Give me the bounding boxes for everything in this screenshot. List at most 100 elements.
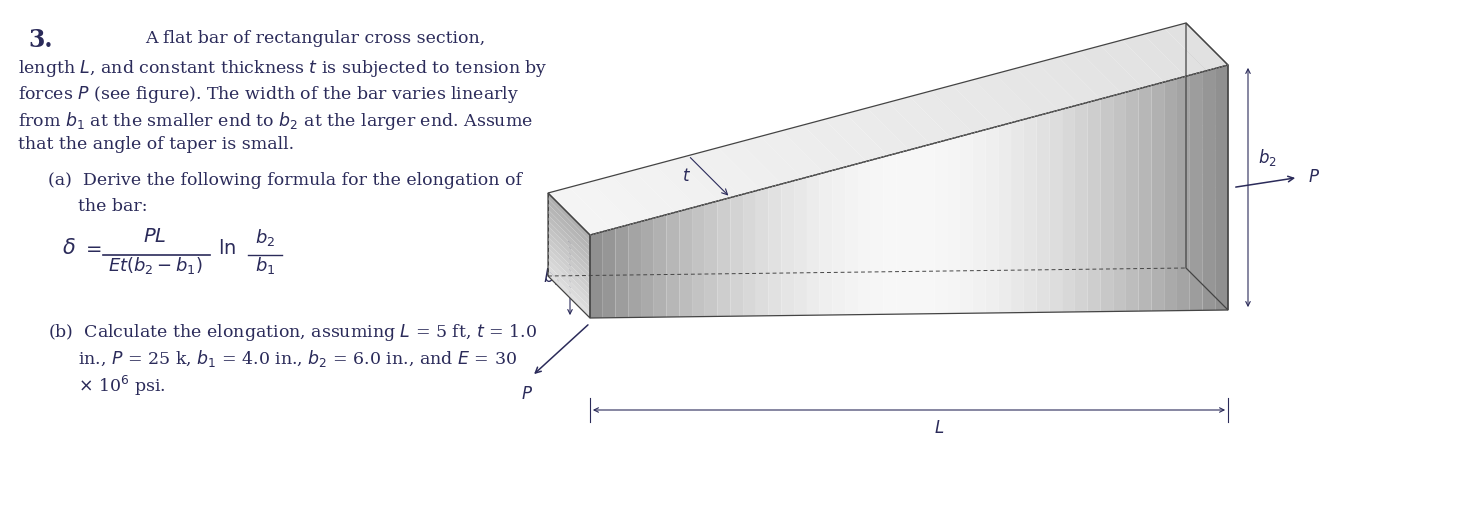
Polygon shape bbox=[705, 201, 718, 317]
Polygon shape bbox=[549, 220, 589, 268]
Polygon shape bbox=[1015, 63, 1080, 110]
Polygon shape bbox=[1113, 92, 1126, 312]
Polygon shape bbox=[896, 150, 909, 314]
Polygon shape bbox=[973, 74, 1036, 122]
Polygon shape bbox=[731, 194, 743, 316]
Text: 3.: 3. bbox=[28, 28, 53, 52]
Polygon shape bbox=[633, 165, 696, 212]
Polygon shape bbox=[1186, 47, 1228, 102]
Text: $=$: $=$ bbox=[82, 239, 102, 257]
Polygon shape bbox=[1186, 84, 1228, 139]
Polygon shape bbox=[807, 174, 820, 315]
Polygon shape bbox=[1102, 40, 1164, 88]
Polygon shape bbox=[1080, 46, 1142, 93]
Polygon shape bbox=[549, 260, 589, 307]
Text: $\mathit{P}$: $\mathit{P}$ bbox=[1309, 169, 1320, 186]
Text: $\mathit{b}_2$: $\mathit{b}_2$ bbox=[1258, 147, 1277, 168]
Polygon shape bbox=[654, 159, 718, 207]
Polygon shape bbox=[769, 184, 782, 316]
Polygon shape bbox=[935, 140, 947, 314]
Polygon shape bbox=[909, 91, 973, 139]
Polygon shape bbox=[1186, 72, 1228, 126]
Text: $\mathit{PL}$: $\mathit{PL}$ bbox=[143, 228, 166, 246]
Polygon shape bbox=[629, 221, 641, 318]
Text: the bar:: the bar: bbox=[77, 198, 147, 215]
Text: that the angle of taper is small.: that the angle of taper is small. bbox=[18, 136, 295, 153]
Polygon shape bbox=[549, 270, 589, 318]
Polygon shape bbox=[1075, 102, 1087, 312]
Text: from $\mathit{b}_1$ at the smaller end to $\mathit{b}_2$ at the larger end. Assu: from $\mathit{b}_1$ at the smaller end t… bbox=[18, 110, 533, 132]
Text: (a)  Derive the following formula for the elongation of: (a) Derive the following formula for the… bbox=[48, 172, 522, 189]
Polygon shape bbox=[680, 208, 692, 317]
Text: $\mathit{Et}(\mathit{b}_2 - \mathit{b}_1)$: $\mathit{Et}(\mathit{b}_2 - \mathit{b}_1… bbox=[108, 255, 203, 277]
Polygon shape bbox=[549, 254, 589, 301]
Polygon shape bbox=[1024, 116, 1036, 313]
Polygon shape bbox=[549, 232, 589, 279]
Polygon shape bbox=[549, 204, 589, 252]
Polygon shape bbox=[549, 187, 611, 235]
Text: $\times$ 10$^6$ psi.: $\times$ 10$^6$ psi. bbox=[77, 374, 166, 398]
Polygon shape bbox=[1100, 96, 1113, 312]
Polygon shape bbox=[922, 143, 935, 314]
Polygon shape bbox=[1037, 57, 1100, 105]
Text: $\delta$: $\delta$ bbox=[61, 238, 76, 258]
Polygon shape bbox=[1186, 23, 1228, 77]
Text: length $\mathit{L}$, and constant thickness $\mathit{t}$ is subjected to tension: length $\mathit{L}$, and constant thickn… bbox=[18, 58, 547, 79]
Polygon shape bbox=[947, 136, 960, 314]
Polygon shape bbox=[1189, 72, 1202, 311]
Polygon shape bbox=[931, 85, 994, 133]
Polygon shape bbox=[549, 265, 589, 313]
Polygon shape bbox=[756, 187, 769, 316]
Polygon shape bbox=[960, 133, 973, 313]
Polygon shape bbox=[1186, 207, 1228, 261]
Polygon shape bbox=[1186, 109, 1228, 163]
Polygon shape bbox=[846, 108, 909, 156]
Polygon shape bbox=[858, 160, 871, 315]
Polygon shape bbox=[549, 248, 589, 296]
Polygon shape bbox=[1215, 65, 1228, 310]
Polygon shape bbox=[1122, 35, 1186, 82]
Polygon shape bbox=[782, 125, 845, 173]
Polygon shape bbox=[718, 142, 782, 190]
Polygon shape bbox=[1186, 219, 1228, 273]
Polygon shape bbox=[1126, 89, 1138, 311]
Text: $\mathit{P}$: $\mathit{P}$ bbox=[521, 386, 533, 403]
Polygon shape bbox=[794, 177, 807, 316]
Polygon shape bbox=[1036, 113, 1049, 313]
Text: forces $\mathit{P}$ (see figure). The width of the bar varies linearly: forces $\mathit{P}$ (see figure). The wi… bbox=[18, 84, 519, 105]
Polygon shape bbox=[654, 215, 667, 317]
Polygon shape bbox=[1186, 133, 1228, 187]
Polygon shape bbox=[743, 191, 756, 316]
Text: $\mathit{b}_2$: $\mathit{b}_2$ bbox=[255, 227, 276, 248]
Text: $\mathit{b}_1$: $\mathit{b}_1$ bbox=[543, 266, 562, 287]
Polygon shape bbox=[867, 102, 931, 150]
Polygon shape bbox=[820, 170, 833, 315]
Polygon shape bbox=[641, 218, 654, 317]
Polygon shape bbox=[718, 198, 731, 316]
Polygon shape bbox=[1186, 146, 1228, 200]
Polygon shape bbox=[804, 119, 867, 167]
Polygon shape bbox=[740, 136, 802, 184]
Text: $\mathit{b}_1$: $\mathit{b}_1$ bbox=[255, 255, 276, 277]
Polygon shape bbox=[1144, 29, 1207, 76]
Polygon shape bbox=[1058, 52, 1122, 99]
Polygon shape bbox=[986, 126, 998, 313]
Polygon shape bbox=[889, 97, 951, 144]
Polygon shape bbox=[1164, 23, 1228, 71]
Polygon shape bbox=[824, 114, 887, 161]
Polygon shape bbox=[1186, 231, 1228, 285]
Polygon shape bbox=[667, 211, 680, 317]
Polygon shape bbox=[973, 130, 986, 313]
Polygon shape bbox=[1062, 106, 1075, 312]
Polygon shape bbox=[833, 167, 845, 315]
Polygon shape bbox=[884, 153, 896, 314]
Polygon shape bbox=[1138, 85, 1151, 311]
Text: $\mathit{L}$: $\mathit{L}$ bbox=[934, 420, 944, 437]
Polygon shape bbox=[589, 232, 603, 318]
Polygon shape bbox=[1186, 244, 1228, 298]
Polygon shape bbox=[1164, 79, 1177, 311]
Polygon shape bbox=[549, 237, 589, 285]
Polygon shape bbox=[549, 210, 589, 257]
Polygon shape bbox=[909, 147, 922, 314]
Polygon shape bbox=[1186, 60, 1228, 114]
